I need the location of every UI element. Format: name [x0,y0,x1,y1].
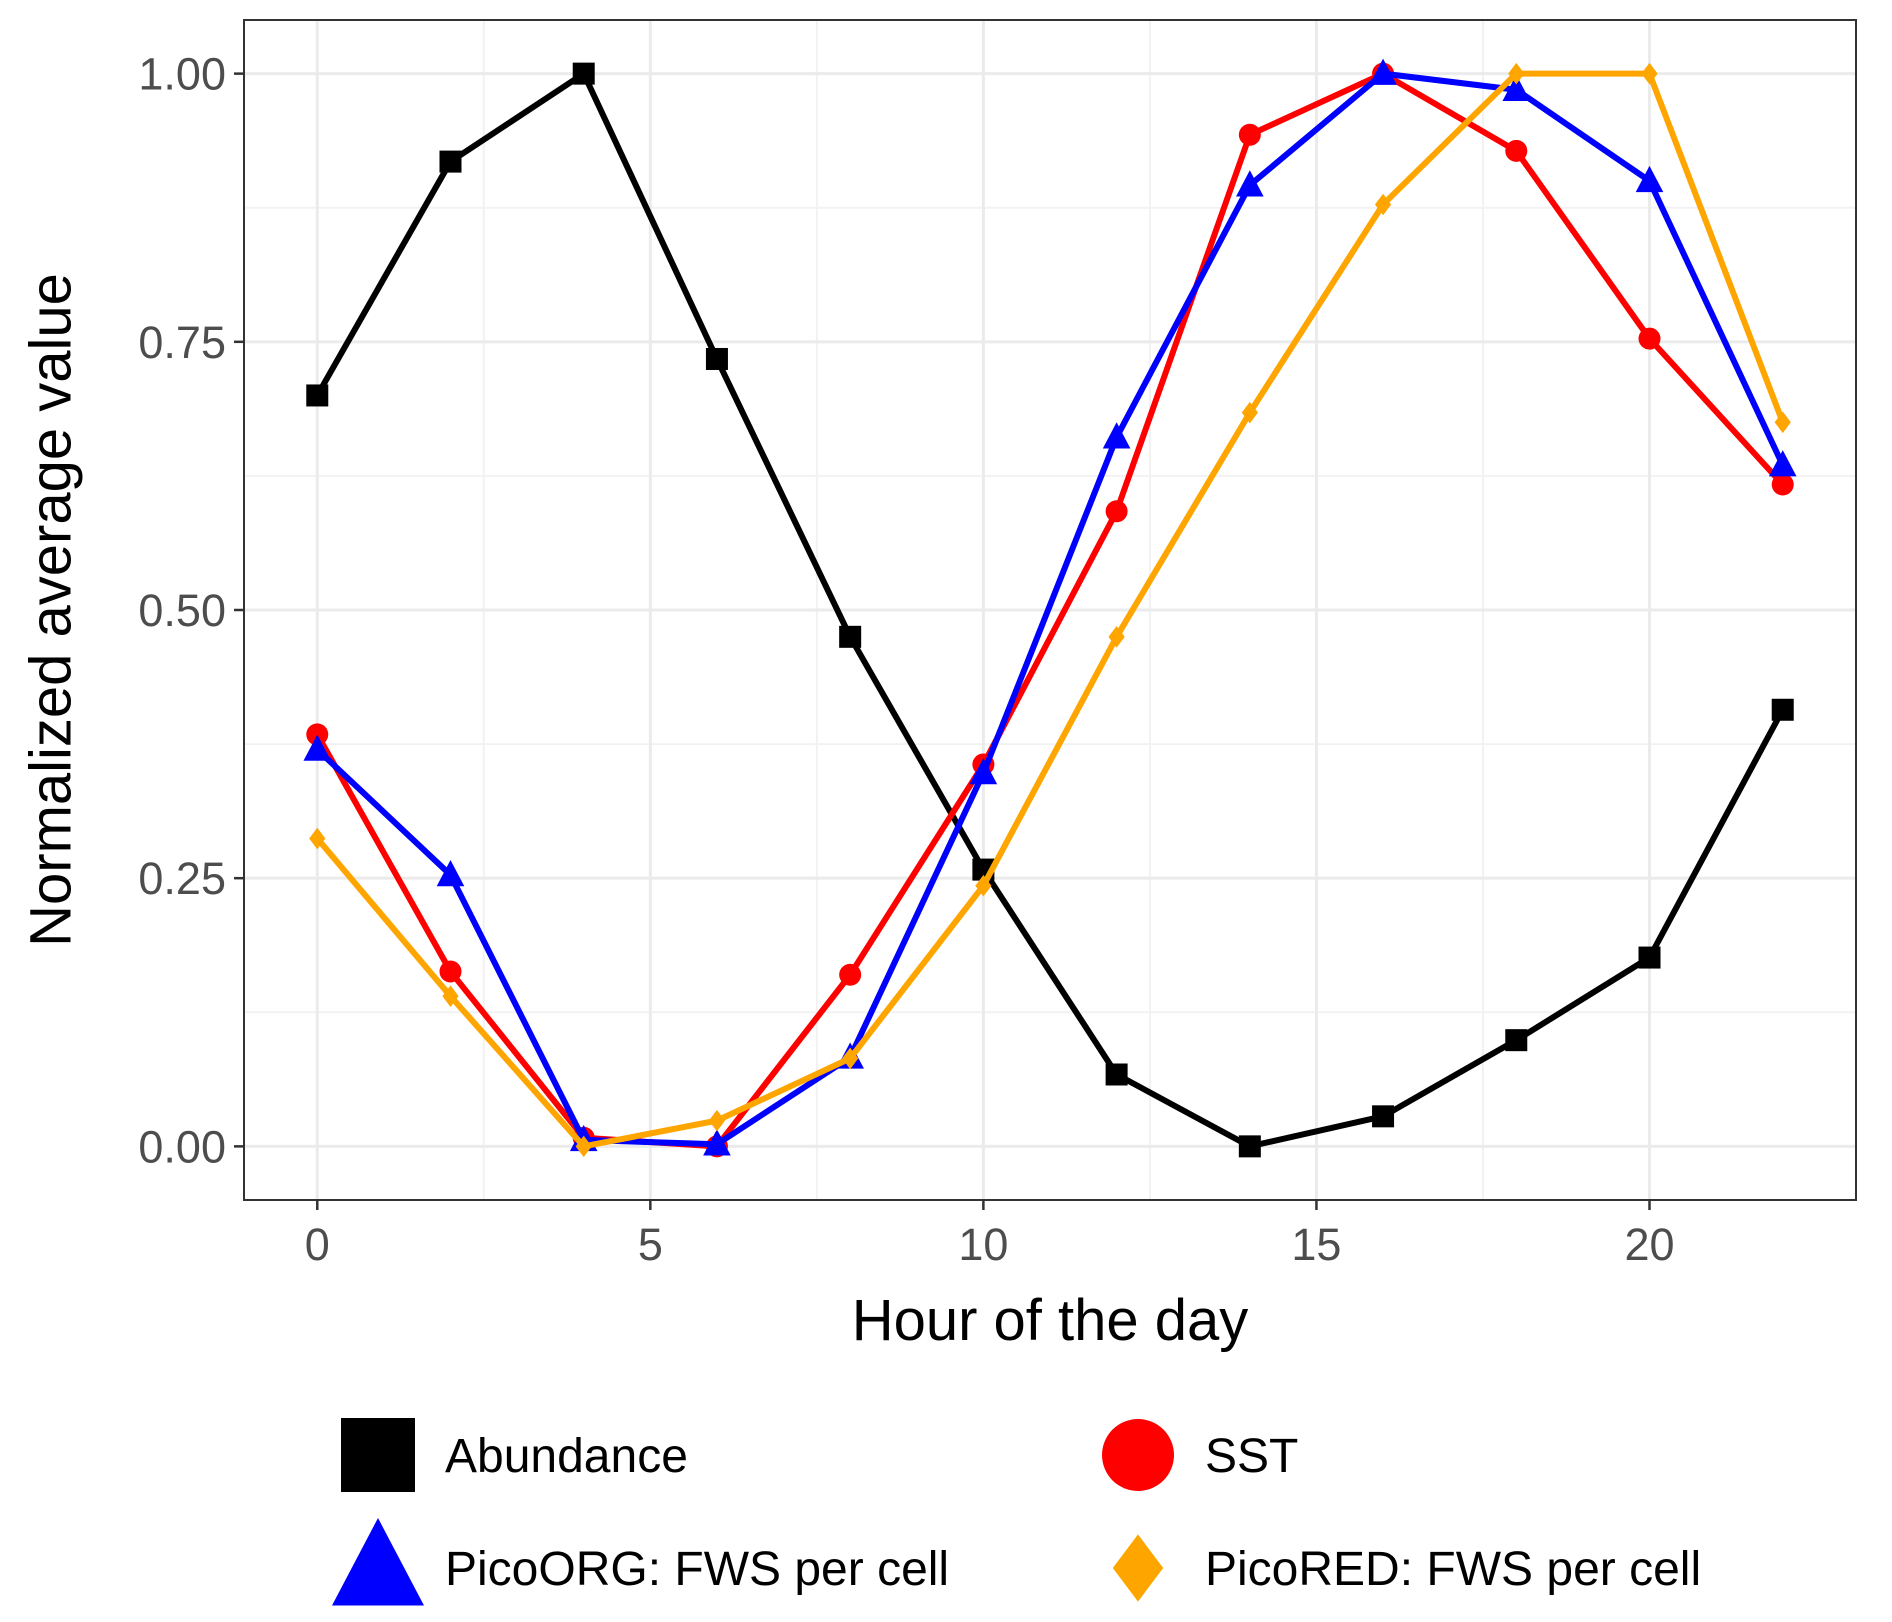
data-point-picored-fws-per-cell [309,827,326,850]
data-point-picoorg-fws-per-cell [1502,74,1531,101]
data-point-abundance [1238,1135,1261,1158]
data-point-abundance [705,347,728,370]
grid [244,20,1856,1200]
data-point-picoorg-fws-per-cell [436,859,465,887]
x-tick-label: 20 [1624,1219,1674,1270]
legend: Abundance SST PicoORG: FWS per cell PicoRED… [332,1418,1701,1606]
data-point-sst [1238,123,1261,146]
data-point-picored-fws-per-cell [1374,193,1392,216]
y-tick-label: 0.50 [138,585,226,636]
data-point-picored-fws-per-cell [708,1109,726,1132]
data-point-picored-fws-per-cell [1108,626,1125,648]
data-point-picoorg-fws-per-cell [1102,422,1131,449]
data-point-picoorg-fws-per-cell [1369,58,1397,85]
x-tick-label: 15 [1291,1219,1341,1270]
legend-label: PicoORG: FWS per cell [445,1543,949,1596]
legend-key-diamond-icon [1112,1534,1164,1602]
data-point-abundance [1771,698,1794,721]
axes: 0 5 10 15 20 0.00 0.25 0.50 0.75 1.00 [138,49,1674,1270]
x-tick-label: 5 [638,1219,663,1270]
data-point-abundance [1505,1029,1528,1052]
data-point-abundance [1105,1063,1128,1086]
series-layer [303,58,1797,1158]
legend-key-circle-icon [1102,1419,1174,1491]
legend-key-triangle-icon [332,1518,424,1606]
data-point-picored-fws-per-cell [575,1135,592,1158]
legend-label: Abundance [445,1430,688,1483]
legend-item-picoorg-fws-per-cell: PicoORG: FWS per cell [332,1518,949,1606]
data-point-picoorg-fws-per-cell [703,1129,731,1156]
data-point-picored-fws-per-cell [1641,62,1658,85]
legend-label: PicoRED: FWS per cell [1205,1543,1701,1596]
x-tick-label: 10 [958,1219,1008,1270]
data-point-sst [439,960,462,983]
data-point-picoorg-fws-per-cell [1635,165,1664,193]
x-tick-label: 0 [305,1219,330,1270]
y-tick-label: 0.25 [138,853,226,904]
data-point-sst [1105,500,1128,523]
y-tick-label: 1.00 [138,49,226,100]
legend-item-picored-fws-per-cell: PicoRED: FWS per cell [1112,1534,1701,1602]
y-tick-label: 0.00 [138,1121,226,1172]
series-picored-fws-per-cell [309,62,1791,1158]
data-point-sst [1505,139,1528,162]
data-point-sst [1771,473,1794,496]
data-point-abundance [1638,946,1661,969]
data-point-abundance [1372,1105,1395,1128]
x-axis-title: Hour of the day [852,1288,1249,1353]
data-point-picoorg-fws-per-cell [969,758,998,785]
series-abundance [306,62,1794,1158]
data-point-picored-fws-per-cell [842,1047,859,1070]
y-tick-label: 0.75 [138,317,226,368]
data-point-picored-fws-per-cell [975,874,992,897]
data-point-picoorg-fws-per-cell [303,734,332,761]
legend-item-abundance: Abundance [341,1418,688,1492]
data-point-picored-fws-per-cell [1508,62,1525,85]
data-point-abundance [439,150,462,173]
data-point-sst [306,723,329,746]
data-point-abundance [306,384,329,407]
series-line-picored-fws-per-cell [314,70,1786,1150]
data-point-picoorg-fws-per-cell [1768,450,1797,477]
data-point-sst [839,963,862,986]
legend-label: SST [1205,1430,1298,1483]
series-picoorg-fws-per-cell [303,58,1797,1156]
data-point-picored-fws-per-cell [1241,401,1258,424]
series-line-sst [314,70,1785,1150]
data-point-picoorg-fws-per-cell [1236,170,1264,197]
legend-key-square-icon [341,1418,415,1492]
data-point-abundance [839,625,862,648]
legend-item-sst: SST [1102,1419,1298,1491]
data-point-picored-fws-per-cell [442,985,459,1007]
data-point-abundance [572,62,595,85]
series-line-picoorg-fws-per-cell [315,70,1786,1148]
y-axis-title: Normalized average value [18,273,83,947]
data-point-sst [1638,327,1661,350]
data-point-picored-fws-per-cell [1774,411,1791,434]
series-line-abundance [314,70,1786,1150]
